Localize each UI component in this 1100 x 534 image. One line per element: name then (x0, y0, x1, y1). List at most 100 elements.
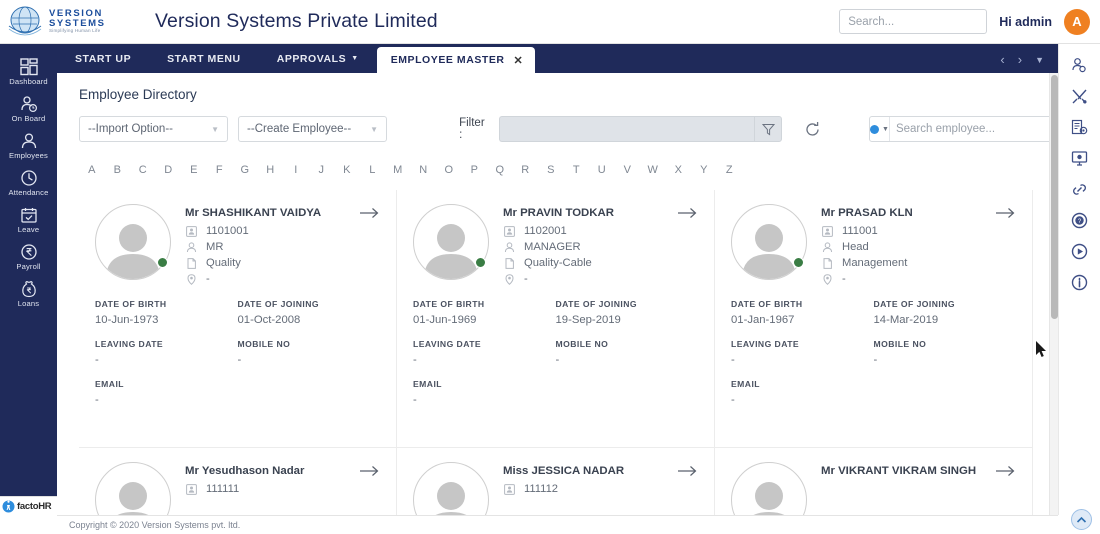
alpha-k[interactable]: K (343, 164, 351, 176)
field-leaving-date: LEAVING DATE - (95, 339, 238, 366)
user-profile-icon[interactable] (1069, 54, 1091, 76)
search-scope-dropdown[interactable]: ▼ (870, 117, 890, 141)
field-value: 19-Sep-2019 (555, 314, 621, 327)
employee-name: Mr Yesudhason Nadar (185, 465, 305, 477)
alpha-b[interactable]: B (113, 164, 121, 176)
alpha-w[interactable]: W (647, 164, 658, 176)
employee-card[interactable]: Mr VIKRANT VIKRAM SINGH (715, 448, 1033, 515)
filter-apply-button[interactable] (754, 116, 782, 142)
status-badge (157, 257, 168, 268)
sidebar-item-loans[interactable]: Loans (0, 276, 57, 313)
alpha-h[interactable]: H (266, 164, 275, 176)
tab-start-up[interactable]: START UP (57, 44, 149, 73)
field-label: EMAIL (413, 379, 442, 390)
search-employee-input[interactable] (889, 123, 1056, 135)
create-employee-dropdown[interactable]: --Create Employee-- ▼ (238, 116, 388, 142)
alpha-c[interactable]: C (138, 164, 147, 176)
logo-tagline: Simplifying Human Life (49, 28, 101, 34)
close-icon[interactable]: ✕ (513, 54, 524, 67)
employee-card[interactable]: Mr PRASAD KLN 111001 Head Management (715, 190, 1033, 448)
monitor-icon[interactable] (1069, 147, 1091, 169)
field-value: - (731, 354, 735, 367)
alpha-u[interactable]: U (597, 164, 606, 176)
alpha-s[interactable]: S (547, 164, 555, 176)
tab-employee-master[interactable]: EMPLOYEE MASTER ✕ (376, 47, 536, 73)
alpha-e[interactable]: E (190, 164, 198, 176)
top-header: VERSION SYSTEMS Simplifying Human Life V… (0, 0, 1100, 44)
arrow-right-icon[interactable] (996, 464, 1016, 482)
help-circle-icon[interactable]: ? (1069, 209, 1091, 231)
arrow-right-icon[interactable] (360, 206, 380, 224)
employee-card[interactable]: Mr Yesudhason Nadar 111111 (79, 448, 397, 515)
alpha-d[interactable]: D (164, 164, 173, 176)
sidebar-item-dashboard[interactable]: Dashboard (0, 54, 57, 91)
arrow-right-icon[interactable] (678, 206, 698, 224)
alpha-l[interactable]: L (369, 164, 376, 176)
alpha-a[interactable]: A (88, 164, 96, 176)
id-badge-icon (821, 225, 833, 237)
chevron-right-icon[interactable]: › (1017, 52, 1023, 67)
avatar[interactable]: A (1064, 8, 1090, 35)
alpha-z[interactable]: Z (725, 164, 733, 176)
sidebar-item-on-board[interactable]: On Board (0, 91, 57, 128)
employee-id-row: 1101001 (185, 225, 380, 237)
arrow-right-icon[interactable] (996, 206, 1016, 224)
alpha-f[interactable]: F (215, 164, 223, 176)
sidebar-item-leave[interactable]: Leave (0, 202, 57, 239)
tools-icon[interactable] (1069, 85, 1091, 107)
sidebar-item-payroll[interactable]: Payroll (0, 239, 57, 276)
field-email: EMAIL - (731, 379, 874, 406)
funnel-icon (761, 123, 775, 135)
location-pin-icon (503, 273, 515, 285)
chevron-left-icon[interactable]: ‹ (1000, 52, 1005, 67)
page-title: Version Systems Private Limited (155, 10, 438, 32)
alpha-v[interactable]: V (623, 164, 631, 176)
alpha-y[interactable]: Y (700, 164, 708, 176)
chevron-down-icon[interactable]: ▼ (1035, 54, 1044, 65)
tab-navigation: ‹ › ▼ (1000, 52, 1058, 73)
refresh-button[interactable] (804, 121, 821, 138)
globe-icon (8, 6, 42, 35)
alpha-o[interactable]: O (444, 164, 454, 176)
alpha-q[interactable]: Q (495, 164, 505, 176)
link-chain-icon[interactable] (1069, 178, 1091, 200)
employee-card[interactable]: Mr SHASHIKANT VAIDYA 1101001 MR Quality (79, 190, 397, 448)
alpha-r[interactable]: R (521, 164, 530, 176)
vertical-scrollbar[interactable] (1049, 73, 1058, 515)
tab-approvals[interactable]: APPROVALS ▼ (259, 44, 377, 73)
arrow-right-icon[interactable] (360, 464, 380, 482)
scroll-to-top-button[interactable] (1071, 509, 1092, 530)
alpha-m[interactable]: M (393, 164, 403, 176)
alpha-g[interactable]: G (240, 164, 250, 176)
employee-department: Management (842, 257, 908, 270)
field-value: 10-Jun-1973 (95, 314, 159, 327)
employee-card[interactable]: Mr PRAVIN TODKAR 1102001 MANAGER Quality… (397, 190, 715, 448)
tab-start-menu[interactable]: START MENU (149, 44, 259, 73)
money-bag-icon (21, 280, 36, 298)
sidebar-item-attendance[interactable]: Attendance (0, 165, 57, 202)
field-label: DATE OF BIRTH (413, 299, 485, 310)
employee-location-row: - (503, 273, 698, 285)
play-circle-icon[interactable] (1069, 240, 1091, 262)
scrollbar-thumb[interactable] (1051, 75, 1058, 319)
alpha-t[interactable]: T (572, 164, 580, 176)
alpha-x[interactable]: X (674, 164, 682, 176)
alpha-j[interactable]: J (318, 164, 325, 176)
alpha-n[interactable]: N (419, 164, 428, 176)
company-logo[interactable]: VERSION SYSTEMS Simplifying Human Life (0, 0, 130, 44)
tab-label: EMPLOYEE MASTER (390, 54, 505, 66)
field-label: DATE OF BIRTH (95, 299, 167, 310)
import-option-dropdown[interactable]: --Import Option-- ▼ (79, 116, 229, 142)
alpha-p[interactable]: P (470, 164, 478, 176)
alpha-i[interactable]: I (294, 164, 298, 176)
arrow-right-icon[interactable] (678, 464, 698, 482)
sidebar-item-employees[interactable]: Employees (0, 128, 57, 165)
global-search-input[interactable] (839, 9, 988, 34)
filter-input[interactable] (499, 116, 754, 142)
employee-location: - (206, 273, 210, 286)
field-date-of-birth: DATE OF BIRTH 01-Jan-1967 (731, 299, 874, 326)
server-report-icon[interactable] (1069, 116, 1091, 138)
employee-card[interactable]: Miss JESSICA NADAR 111112 (397, 448, 715, 515)
info-circle-icon[interactable] (1069, 271, 1091, 293)
